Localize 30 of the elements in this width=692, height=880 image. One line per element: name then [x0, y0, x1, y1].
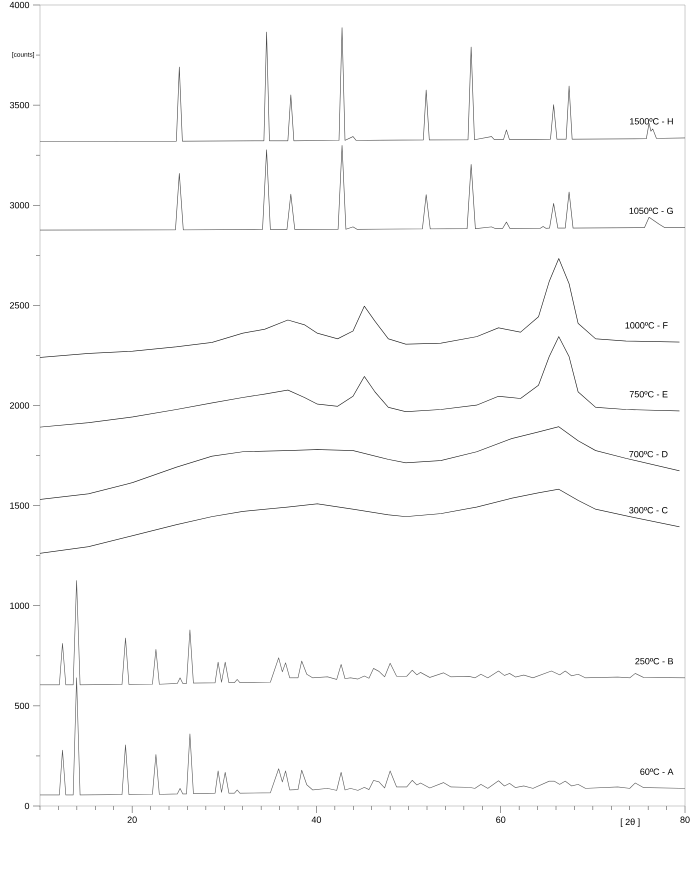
x-tick-label: 40 [312, 816, 322, 823]
line-series [40, 336, 680, 428]
series-label: 300ºC - C [629, 507, 668, 514]
y-tick-label: 0 [24, 802, 30, 810]
line-series [40, 580, 686, 686]
y-tick-label: 2000 [10, 402, 30, 409]
series-label: 250ºC - B [635, 658, 674, 664]
line-series [40, 258, 680, 358]
x-tick-label: 80 [680, 816, 690, 823]
x-tick-label: 20 [128, 816, 137, 823]
y-tick-label: 4000 [10, 2, 30, 8]
y-tick-label: 1500 [10, 502, 30, 509]
series-label: 1050ºC - G [630, 208, 673, 214]
y-tick-label: 2500 [10, 302, 30, 309]
line-series [40, 488, 680, 554]
line-series [40, 27, 686, 142]
series-label: 1500ºC - H [630, 118, 673, 124]
y-tick-label: 1000 [10, 602, 30, 609]
series-label: 700ºC - D [629, 450, 668, 458]
line-series [40, 145, 686, 230]
series-label: 60ºC - A [640, 768, 674, 775]
line-series [40, 678, 686, 796]
y-tick-label: 3000 [10, 202, 30, 208]
series-label: 750ºC - E [630, 391, 668, 398]
series-label: 1000ºC - F [626, 322, 668, 329]
y-tick-label: 500 [14, 702, 30, 710]
y-tick-label: 3500 [10, 102, 30, 108]
line-series [40, 426, 680, 500]
x-axis-title: [ 2θ ] [620, 818, 640, 827]
x-tick-label: 60 [496, 816, 506, 823]
